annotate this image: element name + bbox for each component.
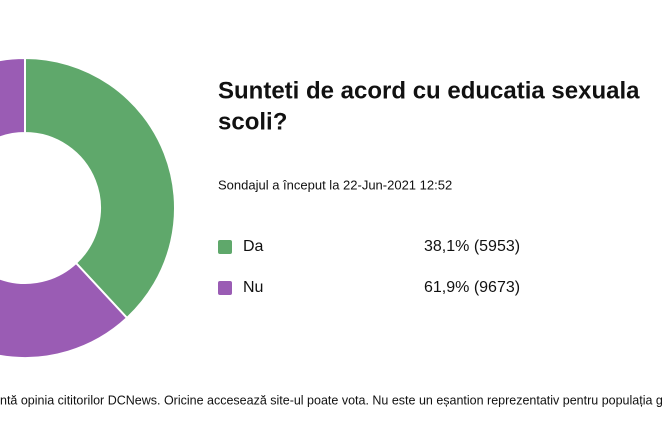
legend-swatch [218,240,232,254]
legend-swatch [218,281,232,295]
donut-slice [0,56,129,359]
legend-label: Da [243,238,264,255]
poll-title: scoli? [218,108,287,135]
poll-title: Sunteti de acord cu educatia sexuala [218,77,640,104]
result-label: 61,9% (9673) [424,279,520,296]
legend-label: Nu [243,279,263,296]
poll-start-date: Sondajul a început la 22-Jun-2021 12:52 [218,177,452,192]
result-label: 38,1% (5953) [424,238,520,255]
donut-slice [24,56,176,320]
disclaimer: ntă opinia cititorilor DCNews. Oricine a… [0,393,663,407]
